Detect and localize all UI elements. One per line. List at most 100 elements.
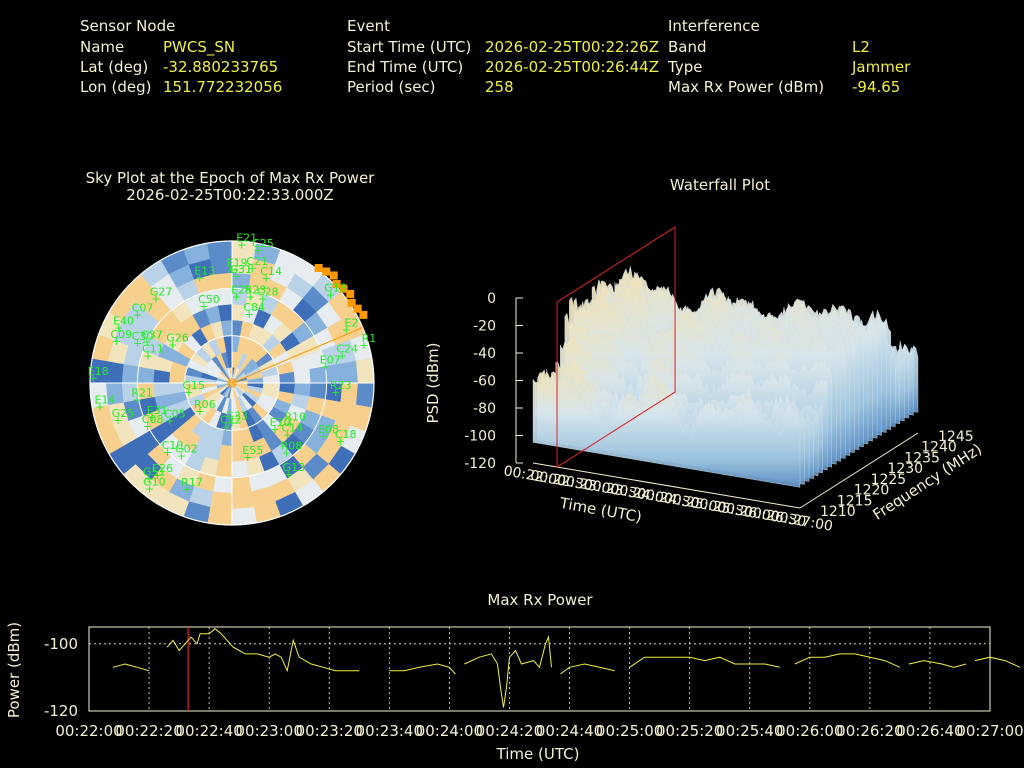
satellite-label: E10 xyxy=(270,416,291,429)
event-start-label: Start Time (UTC) xyxy=(347,38,472,56)
jammer-marker xyxy=(322,267,331,276)
psd-tick-label: -20 xyxy=(473,319,496,335)
jammer-marker xyxy=(314,263,323,272)
satellite-label: C09 xyxy=(111,328,133,341)
satellite-label: G51 xyxy=(143,465,166,478)
satellite-label: E18 xyxy=(88,365,109,378)
satellite-marker: + xyxy=(145,483,154,496)
x-tick-label: 00:23:40 xyxy=(356,722,423,740)
skyplot-cell xyxy=(231,491,255,510)
x-tick-label: 00:25:40 xyxy=(716,722,783,740)
satellite-label: R23 xyxy=(330,379,352,392)
surface-ridge xyxy=(532,371,801,488)
x-tick-label: 00:24:40 xyxy=(536,722,603,740)
satellite-label: E08 xyxy=(318,423,339,436)
power-trace-segment xyxy=(464,635,552,708)
satellite-marker: + xyxy=(177,449,186,462)
satellite-marker: + xyxy=(112,335,121,348)
satellite-label: C24 xyxy=(336,343,358,356)
satellite-marker: + xyxy=(142,336,151,349)
satellite-marker: + xyxy=(326,288,335,301)
psd-tick-label: -120 xyxy=(464,456,496,472)
skyplot-cell xyxy=(152,382,171,397)
frequency-tick-label: 1210 xyxy=(820,504,856,520)
satellite-label: G25 xyxy=(112,407,135,420)
satellite-label: C28 xyxy=(257,285,279,298)
x-tick-label: 00:24:00 xyxy=(416,722,483,740)
frequency-axis-line xyxy=(799,432,919,509)
event-header: Event xyxy=(347,17,390,35)
satellite-label: R10 xyxy=(284,411,306,424)
x-tick-label: 00:27:00 xyxy=(956,722,1023,740)
satellite-label: G26 xyxy=(166,331,189,344)
satellite-marker: + xyxy=(286,418,295,431)
satellite-label: R08 xyxy=(281,440,303,453)
skyplot-cell xyxy=(207,507,233,525)
jammer-direction-line xyxy=(231,327,363,384)
satellite-marker: + xyxy=(231,270,240,283)
satellite-label: C14 xyxy=(260,265,282,278)
satellite-marker: + xyxy=(283,429,292,442)
satellite-label: G02 xyxy=(175,442,198,455)
satellite-label: C21 xyxy=(246,255,268,268)
frequency-tick-label: 1245 xyxy=(938,429,974,445)
satellite-label: C37 xyxy=(141,329,163,342)
x-tick-label: 00:22:00 xyxy=(55,722,122,740)
interference-band-label: Band xyxy=(668,38,707,56)
satellite-marker: + xyxy=(199,300,208,313)
psd-tick-label: -60 xyxy=(473,374,496,390)
skyplot-cell xyxy=(356,358,374,384)
satellite-label: C25 xyxy=(252,237,274,250)
satellite-label: R06 xyxy=(194,398,216,411)
satellite-label: C05 xyxy=(164,407,186,420)
satellite-marker: + xyxy=(133,308,142,321)
satellite-marker: + xyxy=(262,272,271,285)
interference-maxrx-value: -94.65 xyxy=(852,78,901,96)
satellite-marker: + xyxy=(359,339,368,352)
power-trace-segment xyxy=(629,656,780,668)
skyplot-cell xyxy=(218,303,233,322)
skyplot-title: Sky Plot at the Epoch of Max Rx Power xyxy=(85,169,375,187)
satellite-marker: + xyxy=(113,414,122,427)
jammer-marker xyxy=(332,280,341,289)
sensor-lon-value: 151.772232056 xyxy=(163,78,283,96)
power-trace-segment xyxy=(389,663,456,675)
satellite-marker: + xyxy=(184,386,193,399)
jammer-marker xyxy=(353,304,362,313)
frequency-tick-label: 1240 xyxy=(921,440,957,456)
x-tick-label: 00:22:40 xyxy=(175,722,242,740)
satellite-marker: + xyxy=(168,338,177,351)
satellite-label: G10 xyxy=(143,476,166,489)
satellite-label: E07 xyxy=(320,354,341,367)
satellite-marker: + xyxy=(258,292,267,305)
satellite-label: C07 xyxy=(132,301,154,314)
satellite-marker: + xyxy=(148,411,157,424)
skyplot-cell xyxy=(231,507,257,525)
satellite-marker: + xyxy=(182,483,191,496)
satellite-marker: + xyxy=(243,451,252,464)
psd-axis-label: PSD (dBm) xyxy=(424,342,442,423)
satellite-label: C10 xyxy=(162,439,184,452)
plot-frame xyxy=(88,626,991,712)
satellite-label: E26 xyxy=(152,462,173,475)
satellite-marker: + xyxy=(245,308,254,321)
satellite-marker: + xyxy=(163,446,172,459)
satellite-marker: + xyxy=(114,322,123,335)
y-axis-label: Power (dBm) xyxy=(5,622,23,718)
power-trace-segment xyxy=(974,656,1021,668)
x-tick-label: 00:23:00 xyxy=(236,722,303,740)
satellite-label: E2 xyxy=(344,317,358,330)
x-tick-label: 00:25:00 xyxy=(596,722,663,740)
satellite-label: G27 xyxy=(150,286,173,299)
interference-header: Interference xyxy=(668,17,760,35)
satellite-label: G31 xyxy=(229,263,252,276)
power-trace-segment xyxy=(794,653,901,668)
x-tick-label: 00:26:40 xyxy=(896,722,963,740)
satellite-marker: + xyxy=(221,421,230,434)
satellite-marker: + xyxy=(165,414,174,427)
satellite-label: C22 xyxy=(220,414,242,427)
jammer-marker xyxy=(359,310,368,319)
skyplot-cell xyxy=(356,382,374,408)
